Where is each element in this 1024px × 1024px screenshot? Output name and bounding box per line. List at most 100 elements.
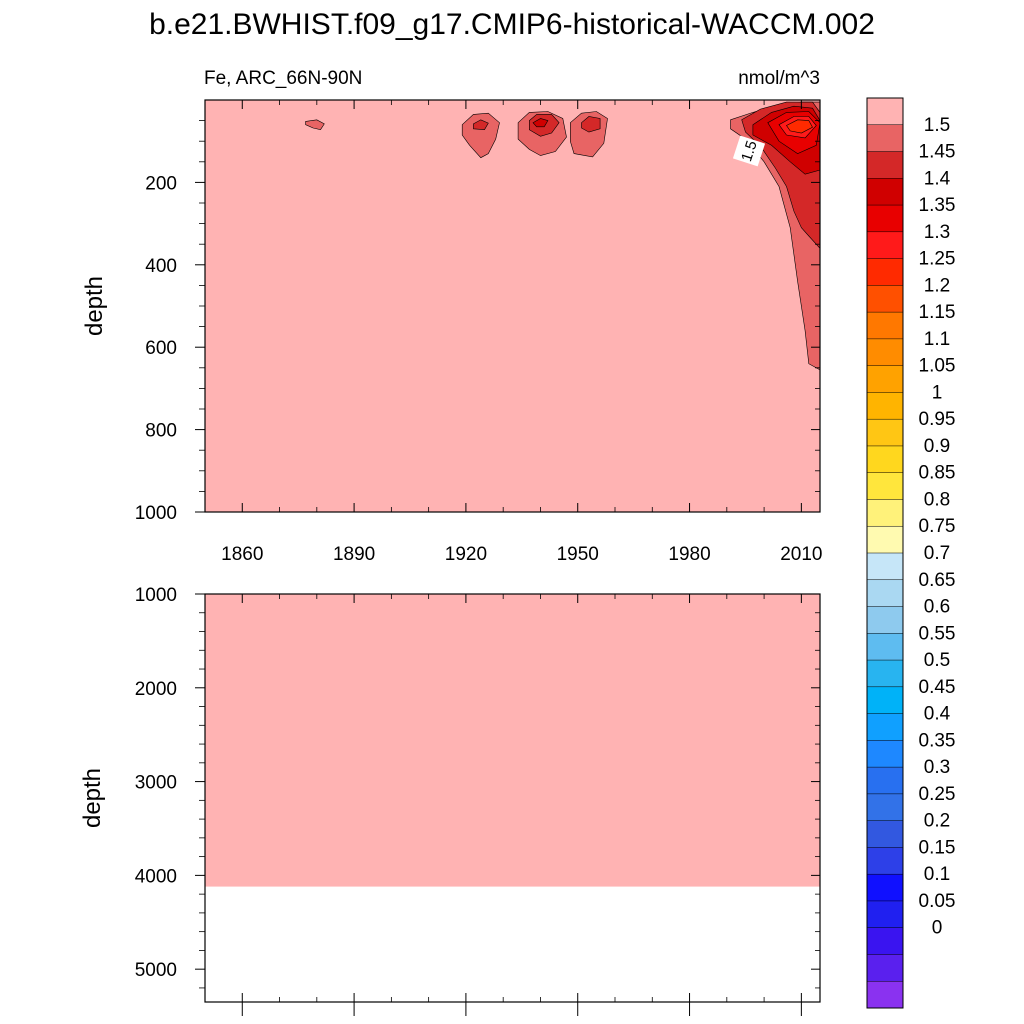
contour-label: 1.5 — [738, 139, 761, 164]
upper-y-tick-label-2: 600 — [145, 338, 177, 359]
contour-region-5 — [532, 118, 549, 128]
colorbar-label-18: 0.6 — [924, 597, 950, 618]
upper-x-tick-label-3: 1950 — [557, 544, 599, 565]
colorbar-label-24: 0.3 — [924, 757, 950, 778]
upper-y-tick-label-3: 800 — [145, 421, 177, 442]
colorbar-label-23: 0.35 — [919, 730, 956, 751]
lower-panel: 1000 2000 3000 4000 5000 depth — [79, 585, 821, 1016]
upper-panel: 1.5 1860 1890 1920 1950 1980 2010 200 400 600 800… — [81, 99, 823, 565]
colorbar-label-15: 0.75 — [919, 516, 956, 537]
upper-y-tick-label-0: 200 — [145, 173, 177, 194]
lower-axes: 1000 2000 3000 4000 5000 — [135, 585, 820, 1016]
colorbar-label-25: 0.25 — [919, 784, 956, 805]
colorbar-swatch-13 — [867, 445, 903, 474]
upper-y-tick-label-1: 400 — [145, 256, 177, 277]
contour-region-2 — [473, 119, 489, 131]
colorbar-label-5: 1.25 — [919, 249, 956, 270]
lower-y-tick-label-1: 2000 — [135, 679, 177, 700]
colorbar: 1.5 1.45 1.4 1.35 1.3 1.25 1.2 1.15 1.1 1.05 1 0.95… — [866, 97, 956, 1009]
upper-x-tick-label-4: 1980 — [668, 544, 710, 565]
colorbar-swatch-33 — [867, 981, 903, 1009]
colorbar-swatch-3 — [867, 178, 903, 206]
contour-region-13 — [786, 119, 813, 134]
upper-x-tick-label-2: 1920 — [445, 544, 487, 565]
colorbar-swatch-31 — [867, 927, 903, 955]
colorbar-label-27: 0.15 — [919, 837, 956, 858]
variable-region-label: Fe, ARC_66N-90N — [204, 68, 362, 89]
colorbar-swatch-4 — [867, 205, 903, 233]
colorbar-swatch-8 — [867, 312, 903, 340]
colorbar-label-12: 0.9 — [924, 436, 950, 457]
upper-panel-background-fill — [205, 100, 820, 512]
lower-y-tick-label-3: 4000 — [135, 866, 177, 887]
colorbar-label-30: 0 — [932, 918, 943, 939]
lower-y-tick-label-2: 3000 — [135, 773, 177, 794]
colorbar-label-20: 0.5 — [924, 650, 950, 671]
lower-y-axis-label: depth — [79, 768, 106, 828]
contour-region-7 — [581, 116, 601, 133]
colorbar-label-13: 0.85 — [919, 463, 956, 484]
lower-y-tick-label-4: 5000 — [135, 960, 177, 981]
colorbar-label-14: 0.8 — [924, 490, 950, 511]
contour-region-0 — [305, 119, 325, 131]
colorbar-swatch-0 — [867, 98, 903, 126]
colorbar-label-28: 0.1 — [924, 864, 950, 885]
colorbar-swatch-28 — [867, 847, 903, 875]
colorbar-swatch-2 — [867, 151, 903, 179]
colorbar-label-4: 1.3 — [924, 222, 950, 243]
contour-label-box — [732, 135, 766, 167]
colorbar-swatch-15 — [867, 499, 903, 527]
colorbar-swatch-10 — [867, 365, 903, 393]
colorbar-swatch-6 — [867, 258, 903, 286]
colorbar-swatch-14 — [867, 472, 903, 500]
colorbar-label-16: 0.7 — [924, 543, 950, 564]
colorbar-label-0: 1.5 — [924, 115, 950, 136]
contour-region-1 — [461, 112, 500, 159]
colorbar-swatch-20 — [867, 633, 903, 661]
colorbar-label-10: 1 — [932, 382, 943, 403]
colorbar-label-26: 0.2 — [924, 811, 950, 832]
colorbar-label-7: 1.15 — [919, 302, 956, 323]
chart-title: b.e21.BWHIST.f09_g17.CMIP6-historical-WA… — [149, 8, 875, 41]
colorbar-swatch-29 — [867, 874, 903, 902]
colorbar-swatch-27 — [867, 820, 903, 848]
lower-panel-background-fill — [205, 594, 820, 887]
lower-panel-frame — [204, 593, 821, 1003]
colorbar-label-11: 0.95 — [919, 409, 956, 430]
colorbar-swatch-12 — [867, 419, 903, 447]
colorbar-swatch-5 — [867, 231, 903, 259]
colorbar-swatch-16 — [867, 526, 903, 554]
colorbar-label-22: 0.4 — [924, 704, 951, 725]
upper-x-tick-label-5: 2010 — [780, 544, 822, 565]
colorbar-label-29: 0.05 — [919, 891, 956, 912]
colorbar-swatch-32 — [867, 954, 903, 982]
colorbar-frame — [866, 97, 904, 1009]
colorbar-label-2: 1.4 — [924, 168, 951, 189]
colorbar-label-3: 1.35 — [919, 195, 956, 216]
colorbar-swatch-1 — [867, 124, 903, 152]
units-label: nmol/m^3 — [738, 68, 820, 89]
upper-x-tick-label-0: 1860 — [221, 544, 263, 565]
lower-y-tick-label-0: 1000 — [135, 585, 177, 606]
colorbar-label-17: 0.65 — [919, 570, 956, 591]
upper-x-tick-label-1: 1890 — [333, 544, 375, 565]
upper-contours — [305, 101, 821, 371]
colorbar-label-6: 1.2 — [924, 275, 950, 296]
upper-y-axis-label: depth — [81, 276, 108, 336]
colorbar-swatch-25 — [867, 767, 903, 795]
colorbar-label-9: 1.05 — [919, 356, 956, 377]
colorbar-label-1: 1.45 — [919, 142, 956, 163]
colorbar-swatch-17 — [867, 553, 903, 581]
colorbar-swatch-23 — [867, 713, 903, 741]
colorbar-label-8: 1.1 — [924, 329, 950, 350]
upper-axes: 1860 1890 1920 1950 1980 2010 200 400 600 800 1000 — [135, 100, 823, 565]
colorbar-label-21: 0.45 — [919, 677, 956, 698]
contour-label-group: 1.5 — [732, 135, 766, 167]
colorbar-label-19: 0.55 — [919, 623, 956, 644]
colorbar-swatch-19 — [867, 606, 903, 634]
upper-y-tick-label-4: 1000 — [135, 503, 177, 524]
colorbar-swatch-9 — [867, 338, 903, 367]
colorbar-swatch-21 — [867, 660, 903, 688]
colorbar-swatch-11 — [867, 392, 903, 420]
